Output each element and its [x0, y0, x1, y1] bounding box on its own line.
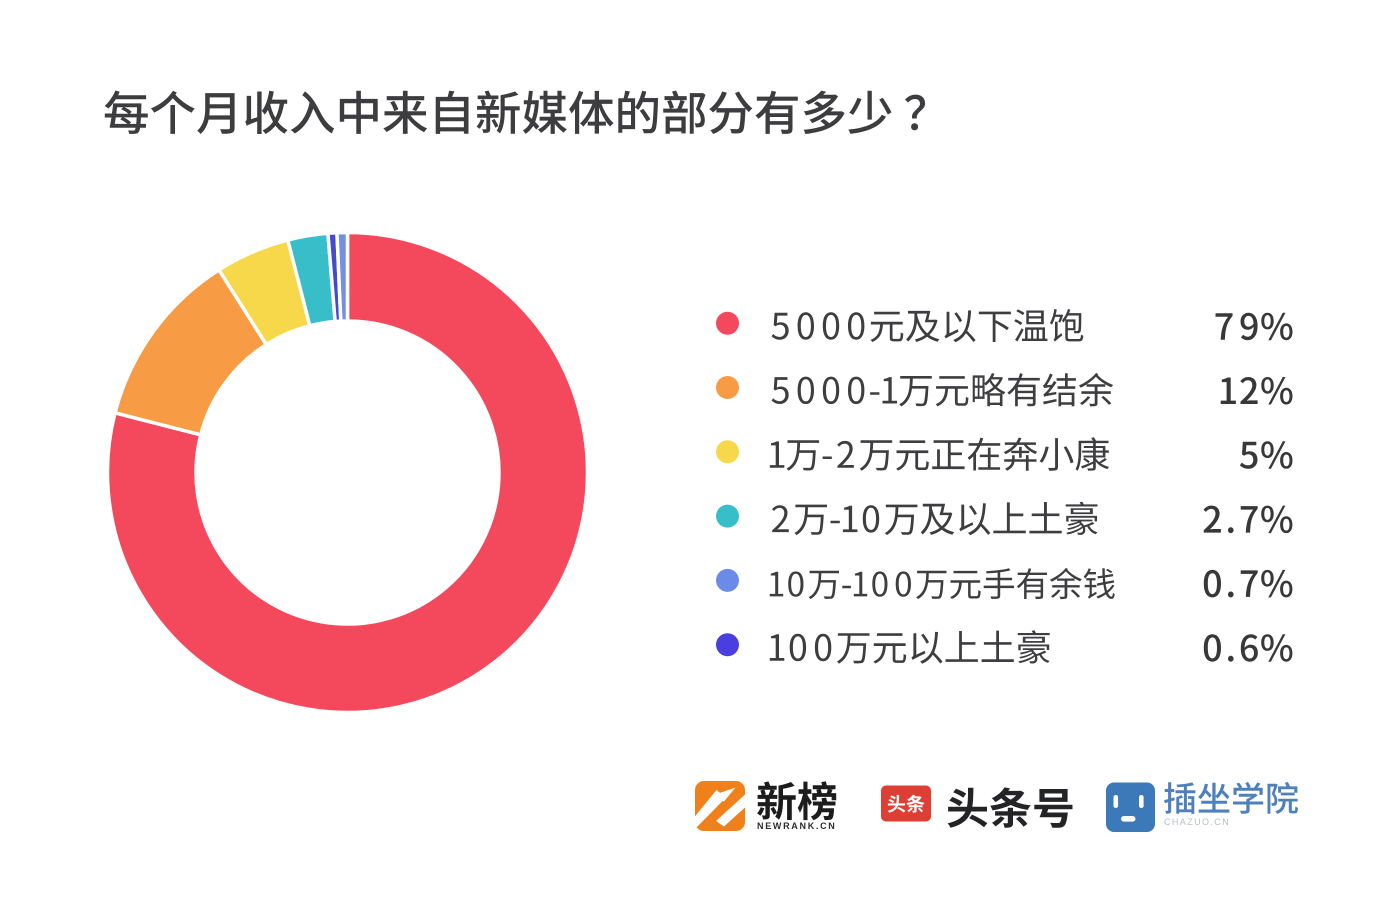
svg-text:CHAZUO.CN: CHAZUO.CN [1164, 817, 1230, 827]
svg-text:NEWRANK.CN: NEWRANK.CN [757, 821, 837, 831]
